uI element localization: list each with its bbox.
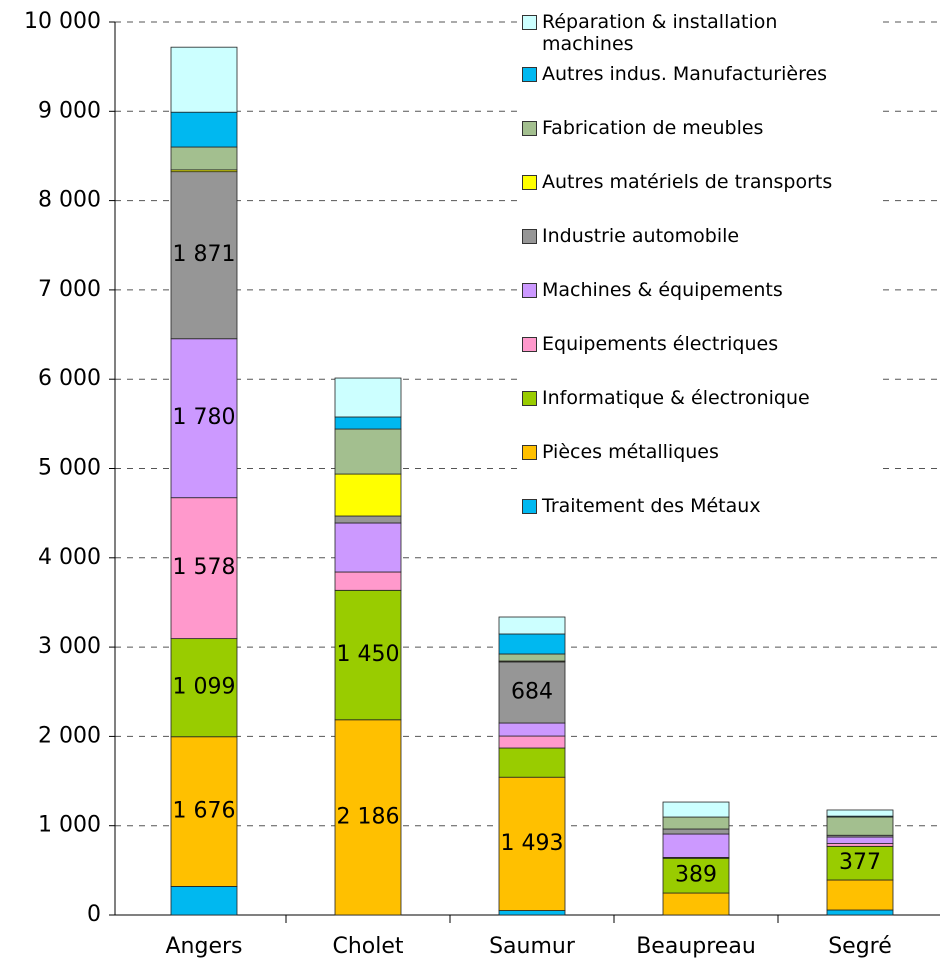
x-tick-label: Cholet bbox=[332, 934, 403, 959]
y-tick-label: 6 000 bbox=[38, 366, 101, 391]
data-label: 389 bbox=[675, 863, 717, 888]
legend-swatch bbox=[522, 175, 537, 190]
legend-item: Fabrication de meubles bbox=[522, 117, 882, 139]
data-label: 1 578 bbox=[173, 555, 236, 580]
y-tick-label: 1 000 bbox=[38, 813, 101, 838]
data-label: 1 099 bbox=[173, 675, 236, 700]
legend-item: Informatique & électronique bbox=[522, 387, 882, 409]
bar-segment bbox=[170, 736, 238, 887]
y-tick-label: 5 000 bbox=[38, 456, 101, 481]
bar-segment bbox=[662, 892, 730, 916]
bar-segment bbox=[826, 809, 894, 817]
y-tick-label: 7 000 bbox=[38, 277, 101, 302]
data-label: 377 bbox=[839, 850, 881, 875]
legend-swatch bbox=[522, 499, 537, 514]
bar-segment bbox=[334, 571, 402, 591]
legend-swatch bbox=[522, 445, 537, 460]
bar-segment bbox=[170, 338, 238, 499]
bar-segment bbox=[498, 653, 566, 662]
bar-segment bbox=[498, 747, 566, 778]
bar-segment bbox=[662, 857, 730, 894]
legend-swatch bbox=[522, 391, 537, 406]
data-label: 1 450 bbox=[337, 642, 400, 667]
y-tick-label: 8 000 bbox=[38, 188, 101, 213]
legend-label: Pièces métalliques bbox=[542, 441, 719, 463]
bar-segment bbox=[498, 661, 566, 724]
bar-segment bbox=[170, 171, 238, 340]
legend-item: Autres indus. Manufacturières bbox=[522, 63, 882, 85]
bar-segment bbox=[170, 146, 238, 171]
bar-segment bbox=[334, 522, 402, 573]
legend-swatch bbox=[522, 15, 537, 30]
bar-segment bbox=[498, 776, 566, 911]
x-tick-label: Beaupreau bbox=[636, 934, 756, 959]
legend-swatch bbox=[522, 121, 537, 136]
bar-segment bbox=[334, 428, 402, 475]
data-label: 2 186 bbox=[337, 804, 400, 829]
legend-item: Industrie automobile bbox=[522, 225, 882, 247]
legend-label: Equipements électriques bbox=[542, 333, 779, 355]
bar-segment bbox=[826, 843, 894, 847]
bar-segment bbox=[170, 497, 238, 640]
legend-item: Traitement des Métaux bbox=[522, 495, 882, 517]
legend-label: Informatique & électronique bbox=[542, 387, 810, 409]
bar-segment bbox=[170, 111, 238, 148]
legend-label: Fabrication de meubles bbox=[542, 117, 764, 139]
y-tick-label: 0 bbox=[87, 902, 101, 927]
legend-label: Machines & équipements bbox=[542, 279, 783, 301]
bar-segment bbox=[826, 845, 894, 881]
data-label: 1 493 bbox=[501, 831, 564, 856]
legend-item: Réparation & installation machines bbox=[522, 11, 882, 55]
legend-swatch bbox=[522, 67, 537, 82]
bar-segment bbox=[334, 473, 402, 517]
bar-segment bbox=[662, 828, 730, 835]
legend-item: Pièces métalliques bbox=[522, 441, 882, 463]
bar-segment bbox=[662, 816, 730, 830]
legend-label: Réparation & installation machines bbox=[542, 11, 778, 55]
y-tick-label: 4 000 bbox=[38, 545, 101, 570]
bar-segment bbox=[662, 833, 730, 858]
bar-segment bbox=[334, 416, 402, 430]
bar-segment bbox=[826, 836, 894, 844]
legend-swatch bbox=[522, 229, 537, 244]
legend-label: Autres matériels de transports bbox=[542, 171, 833, 193]
bar-segment bbox=[334, 719, 402, 916]
data-label: 684 bbox=[511, 679, 553, 704]
data-label: 1 871 bbox=[173, 242, 236, 267]
y-tick-label: 3 000 bbox=[38, 634, 101, 659]
x-tick-label: Saumur bbox=[489, 934, 576, 959]
bar-segment bbox=[826, 909, 894, 916]
legend-swatch bbox=[522, 337, 537, 352]
bar-segment bbox=[170, 638, 238, 738]
bar-segment bbox=[498, 633, 566, 655]
legend-label: Industrie automobile bbox=[542, 225, 740, 247]
bar-segment bbox=[826, 816, 894, 836]
bar-segment bbox=[498, 616, 566, 635]
y-tick-label: 9 000 bbox=[38, 98, 101, 123]
legend-item: Autres matériels de transports bbox=[522, 171, 882, 193]
data-label: 1 780 bbox=[173, 405, 236, 430]
y-tick-label: 10 000 bbox=[24, 9, 101, 34]
bar-segment bbox=[170, 46, 238, 113]
bar-segment bbox=[498, 735, 566, 749]
legend-label: Traitement des Métaux bbox=[542, 495, 761, 517]
bar-segment bbox=[498, 722, 566, 737]
legend: Réparation & installation machines Autres… bbox=[522, 0, 882, 520]
legend-item: Equipements électriques bbox=[522, 333, 882, 355]
y-tick-label: 2 000 bbox=[38, 723, 101, 748]
bar-segment bbox=[826, 879, 894, 911]
legend-item: Machines & équipements bbox=[522, 279, 882, 301]
bar-segment bbox=[334, 515, 402, 524]
bar-segment bbox=[498, 910, 566, 916]
data-label: 1 676 bbox=[173, 799, 236, 824]
x-tick-label: Angers bbox=[166, 934, 243, 959]
x-tick-label: Segré bbox=[828, 934, 892, 959]
legend-label: Autres indus. Manufacturières bbox=[542, 63, 828, 85]
legend-swatch bbox=[522, 283, 537, 298]
bar-segment bbox=[334, 377, 402, 418]
bar-segment bbox=[170, 886, 238, 916]
bar-segment bbox=[662, 801, 730, 818]
